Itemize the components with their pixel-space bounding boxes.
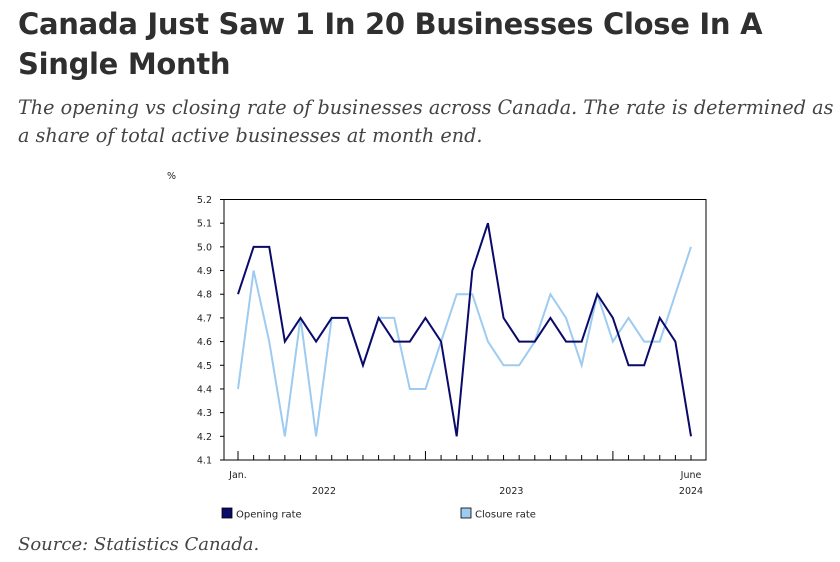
y-tick-label: 4.5 <box>197 361 212 372</box>
y-tick-label: 4.4 <box>197 384 212 395</box>
plot-frame <box>223 199 707 461</box>
closure-rate-line <box>237 246 692 437</box>
legend-label-opening: Opening rate <box>236 510 302 521</box>
y-axis-unit-label: % <box>167 171 176 182</box>
x-year-label: 2024 <box>679 486 703 497</box>
chart-title: Canada Just Saw 1 In 20 Businesses Close… <box>18 7 763 81</box>
x-start-label: Jan. <box>228 470 247 481</box>
legend-label-closure: Closure rate <box>475 510 536 521</box>
y-tick-label: 4.8 <box>197 290 212 301</box>
y-tick-label: 5.2 <box>197 195 212 206</box>
opening-rate-line <box>237 222 692 437</box>
y-tick-label: 4.6 <box>197 337 212 348</box>
x-year-label: 2022 <box>312 486 336 497</box>
y-tick-label: 4.9 <box>197 266 212 277</box>
source-note: Source: Statistics Canada. <box>18 534 260 555</box>
y-tick-label: 5.1 <box>197 219 212 230</box>
y-tick-label: 5.0 <box>197 242 212 253</box>
y-tick-label: 4.3 <box>197 408 212 419</box>
line-chart: % 4.1 4.2 4.3 4.4 4.5 4.6 4.7 4.8 4.9 5.0 5.1 5.2 Jan… <box>167 171 707 521</box>
chart-subtitle: The opening vs closing rate of businesse… <box>18 96 834 147</box>
legend-swatch-closure <box>460 507 472 519</box>
legend-swatch-opening <box>221 507 233 519</box>
y-tick-label: 4.2 <box>197 432 212 443</box>
x-end-label: June <box>680 470 702 481</box>
y-tick-label: 4.1 <box>197 456 212 467</box>
x-year-label: 2023 <box>499 486 523 497</box>
y-tick-label: 4.7 <box>197 313 212 324</box>
